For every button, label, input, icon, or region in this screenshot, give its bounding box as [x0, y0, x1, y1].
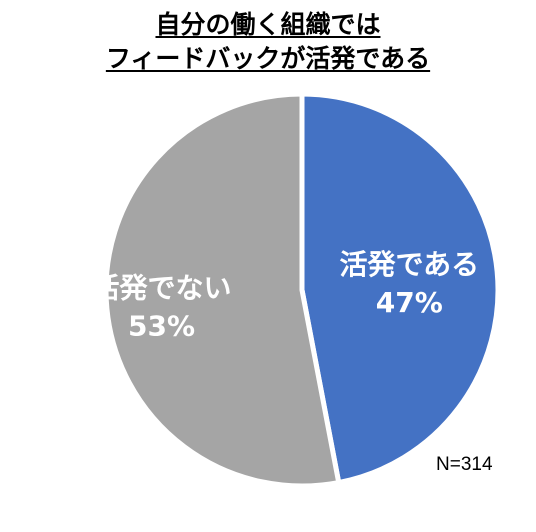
pie-slice-2-value: 53% [128, 309, 195, 342]
pie-slices [103, 91, 501, 489]
pie-slice-1-label: 活発である [339, 248, 479, 281]
chart-title: 自分の働く組織では フィードバックが活発である [0, 8, 536, 76]
chart-title-line-1: 自分の働く組織では [155, 10, 381, 39]
sample-size-note: N=314 [436, 454, 493, 475]
pie-labels: 活発である 47% 活発でない 53% [91, 248, 479, 342]
chart-title-line-2: フィードバックが活発である [105, 44, 431, 73]
pie-slice-1 [299, 91, 501, 486]
pie-slice-1-value: 47% [376, 286, 443, 319]
pie-slice-2-label: 活発でない [91, 271, 231, 304]
pie-slice-2 [103, 91, 342, 489]
